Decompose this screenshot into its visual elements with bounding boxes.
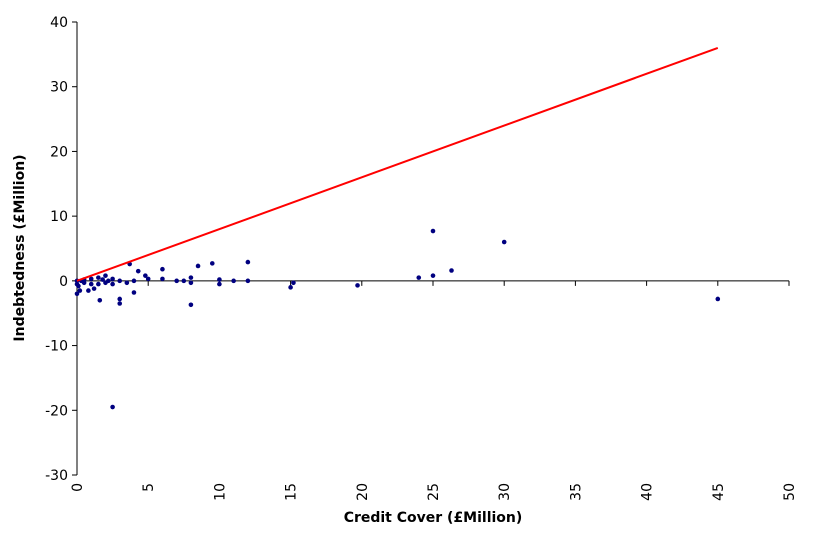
- data-point: [217, 277, 222, 282]
- data-point: [217, 281, 222, 287]
- data-point: [96, 275, 101, 280]
- data-point: [160, 266, 165, 272]
- data-point: [143, 273, 148, 278]
- data-point: [245, 259, 251, 265]
- data-point: [131, 278, 137, 284]
- data-point: [209, 261, 215, 266]
- x-tick-label: 30: [497, 483, 513, 501]
- data-point: [86, 288, 91, 293]
- data-point: [103, 273, 108, 278]
- data-point: [131, 290, 137, 295]
- data-point: [81, 280, 87, 286]
- x-tick-label: 20: [355, 483, 371, 501]
- y-tick-label: -10: [45, 339, 68, 355]
- data-point: [117, 296, 123, 302]
- data-point: [145, 276, 151, 282]
- y-tick-label: 10: [50, 209, 68, 225]
- data-point: [160, 276, 165, 282]
- x-tick-label: 0: [70, 483, 86, 492]
- x-tick-label: 45: [711, 483, 727, 501]
- data-point: [76, 283, 81, 289]
- x-tick-label: 50: [782, 483, 798, 501]
- data-point: [106, 278, 111, 284]
- data-point: [97, 297, 103, 303]
- x-tick-label: 25: [426, 483, 442, 501]
- x-tick-label: 35: [568, 483, 584, 501]
- data-point: [231, 278, 236, 284]
- data-point: [74, 291, 80, 297]
- data-point: [110, 404, 115, 410]
- data-point: [195, 263, 201, 269]
- y-tick-label: 20: [50, 144, 68, 160]
- data-point: [174, 278, 179, 284]
- data-point: [416, 275, 422, 280]
- data-point: [181, 278, 187, 284]
- x-axis-title: Credit Cover (£Million): [344, 510, 523, 526]
- data-point: [430, 273, 436, 278]
- y-tick-label: -20: [45, 403, 68, 419]
- data-point: [96, 281, 101, 287]
- data-point: [188, 302, 194, 308]
- y-tick-label: 0: [59, 274, 68, 290]
- data-point: [88, 281, 94, 287]
- data-point: [88, 276, 94, 282]
- x-tick-label: 5: [141, 483, 157, 492]
- x-tick-label: 10: [212, 483, 228, 501]
- data-point: [91, 286, 97, 291]
- data-point: [188, 280, 194, 286]
- data-point: [501, 239, 507, 245]
- data-point: [77, 288, 83, 293]
- data-point: [117, 301, 123, 306]
- data-point: [449, 268, 454, 273]
- data-point: [355, 283, 360, 288]
- data-point: [288, 285, 293, 290]
- data-point: [135, 268, 141, 274]
- data-point: [110, 281, 115, 287]
- data-point: [110, 276, 115, 282]
- y-tick-label: -30: [45, 468, 68, 484]
- y-tick-label: 30: [50, 80, 68, 96]
- x-tick-label: 15: [284, 483, 300, 501]
- data-point: [430, 228, 436, 234]
- data-point: [124, 280, 130, 286]
- trend-line: [76, 46, 719, 282]
- data-point: [715, 296, 721, 302]
- data-point: [117, 278, 123, 284]
- y-axis-title: Indebtedness (£Million): [12, 154, 28, 341]
- data-point: [100, 277, 105, 282]
- data-point: [245, 278, 251, 284]
- data-point: [291, 280, 296, 286]
- y-tick-label: 40: [50, 15, 68, 31]
- data-point: [188, 275, 194, 280]
- x-tick-label: 40: [640, 483, 656, 501]
